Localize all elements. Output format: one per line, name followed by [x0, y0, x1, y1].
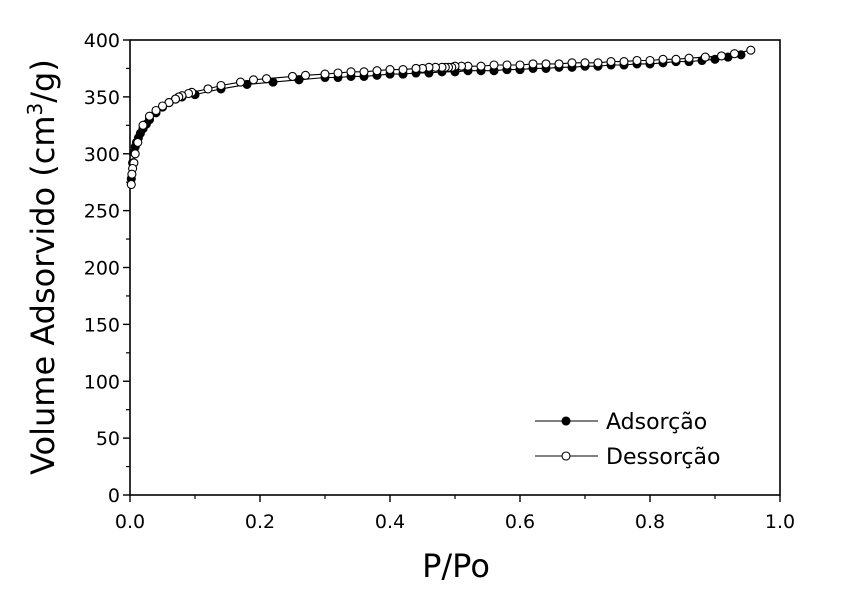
- y-axis-title-superscript: 3: [23, 103, 47, 116]
- desorption-point: [203, 84, 213, 94]
- desorption-point: [320, 69, 330, 79]
- desorption-point: [157, 101, 168, 111]
- x-tick-label: 0.6: [505, 511, 535, 533]
- y-tick-label: 200: [84, 258, 120, 280]
- desorption-point: [248, 75, 259, 85]
- series-layer: [126, 45, 756, 190]
- y-axis-title-main: Volume Adsorvido (cm: [24, 115, 62, 474]
- desorption-point: [476, 61, 486, 71]
- y-tick-label: 150: [84, 314, 120, 336]
- desorption-point: [567, 58, 577, 68]
- desorption-point: [216, 80, 226, 91]
- y-tick-label: 250: [84, 201, 120, 223]
- y-tick-label: 400: [84, 30, 120, 52]
- desorption-point: [398, 65, 408, 75]
- legend-label-1: Adsorção: [606, 410, 707, 435]
- y-axis-title-tail: /g): [24, 59, 62, 103]
- desorption-point: [671, 54, 681, 64]
- y-tick-label: 350: [84, 87, 120, 109]
- desorption-point: [138, 120, 148, 130]
- desorption-point: [411, 63, 421, 73]
- desorption-point: [489, 60, 499, 70]
- x-tick-label: 0.0: [115, 511, 145, 533]
- desorption-point: [127, 169, 137, 179]
- desorption-point: [235, 77, 246, 87]
- x-tick-label: 1.0: [765, 511, 795, 533]
- x-axis-title: P/Po: [422, 547, 490, 585]
- desorption-point: [372, 66, 382, 76]
- desorption-point: [746, 45, 756, 55]
- desorption-point: [528, 59, 538, 69]
- legend-marker-2: [561, 451, 571, 461]
- desorption-point: [541, 59, 551, 69]
- x-tick-label: 0.8: [635, 511, 665, 533]
- desorption-point: [606, 57, 616, 67]
- desorption-point: [515, 60, 525, 70]
- desorption-point: [502, 60, 512, 70]
- desorption-point: [593, 58, 603, 68]
- desorption-point: [645, 55, 655, 66]
- desorption-point: [385, 65, 395, 75]
- y-tick-label: 300: [84, 144, 120, 166]
- desorption-point: [126, 179, 136, 190]
- x-axis: 0.0 0.2 0.4 0.6 0.8 1.0: [115, 495, 795, 533]
- desorption-point: [346, 67, 356, 77]
- legend: Adsorção Dessorção: [535, 410, 720, 470]
- series-line-1: [130, 54, 742, 179]
- y-axis-title: Volume Adsorvido (cm3/g): [23, 59, 62, 475]
- desorption-point: [684, 53, 694, 63]
- x-tick-label: 0.4: [375, 511, 405, 533]
- desorption-point: [144, 111, 155, 121]
- desorption-point: [151, 105, 161, 116]
- desorption-point: [554, 59, 564, 69]
- desorption-point: [716, 51, 727, 61]
- desorption-point: [729, 49, 740, 59]
- y-tick-label: 100: [84, 371, 120, 393]
- x-tick-label: 0.2: [245, 511, 275, 533]
- desorption-point: [580, 58, 590, 68]
- desorption-point: [287, 71, 298, 81]
- desorption-point: [300, 70, 311, 80]
- desorption-point: [658, 54, 668, 64]
- y-tick-label: 50: [96, 428, 120, 450]
- desorption-point: [700, 52, 710, 62]
- desorption-point: [333, 68, 343, 78]
- legend-marker-1: [561, 416, 571, 426]
- desorption-point: [632, 55, 642, 66]
- y-axis: 0 50 100 150 200 250 300 350 400: [84, 30, 130, 507]
- legend-label-2: Dessorção: [606, 445, 720, 470]
- y-tick-label: 0: [108, 485, 120, 507]
- desorption-point: [619, 57, 629, 67]
- desorption-point: [130, 149, 140, 159]
- desorption-point: [133, 137, 143, 147]
- desorption-point: [359, 67, 369, 77]
- desorption-point: [261, 74, 272, 84]
